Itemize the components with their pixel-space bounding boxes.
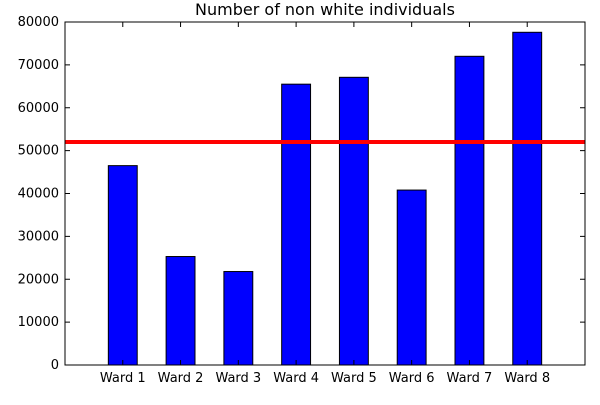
bar-ward-1 — [107, 165, 138, 366]
plot-frame — [64, 21, 586, 366]
x-tick-label: Ward 3 — [215, 371, 261, 386]
x-tick-label: Ward 2 — [158, 371, 204, 386]
x-tick-label: Ward 7 — [447, 371, 493, 386]
y-tick-label: 40000 — [18, 187, 59, 202]
chart-title: Number of non white individuals — [195, 0, 455, 19]
y-tick-label: 50000 — [18, 144, 59, 159]
bar-ward-6 — [396, 189, 427, 366]
x-tick-label: Ward 5 — [331, 371, 377, 386]
x-tick-label: Ward 8 — [504, 371, 550, 386]
x-tick-labels: Ward 1 Ward 2 Ward 3 Ward 4 Ward 5 Ward 6 Ward… — [100, 371, 550, 386]
bars-layer — [107, 31, 543, 366]
y-tick-label: 80000 — [18, 15, 59, 30]
y-tick-label: 10000 — [18, 315, 59, 330]
x-tick-label: Ward 4 — [273, 371, 319, 386]
ticks-layer — [65, 21, 585, 366]
y-tick-label: 70000 — [18, 58, 59, 73]
y-tick-label: 30000 — [18, 229, 59, 244]
bar-ward-8 — [512, 31, 543, 366]
bar-ward-5 — [338, 76, 369, 366]
y-tick-label: 20000 — [18, 272, 59, 287]
bar-ward-4 — [281, 83, 312, 366]
y-tick-labels: 0 10000 20000 30000 40000 50000 60000 70000 8000… — [18, 15, 59, 373]
bar-ward-7 — [454, 55, 485, 366]
y-tick-label: 60000 — [18, 101, 59, 116]
bar-ward-2 — [165, 256, 196, 366]
y-tick-label: 0 — [51, 358, 59, 373]
x-tick-label: Ward 6 — [389, 371, 435, 386]
x-tick-label: Ward 1 — [100, 371, 146, 386]
bar-ward-3 — [223, 271, 254, 366]
